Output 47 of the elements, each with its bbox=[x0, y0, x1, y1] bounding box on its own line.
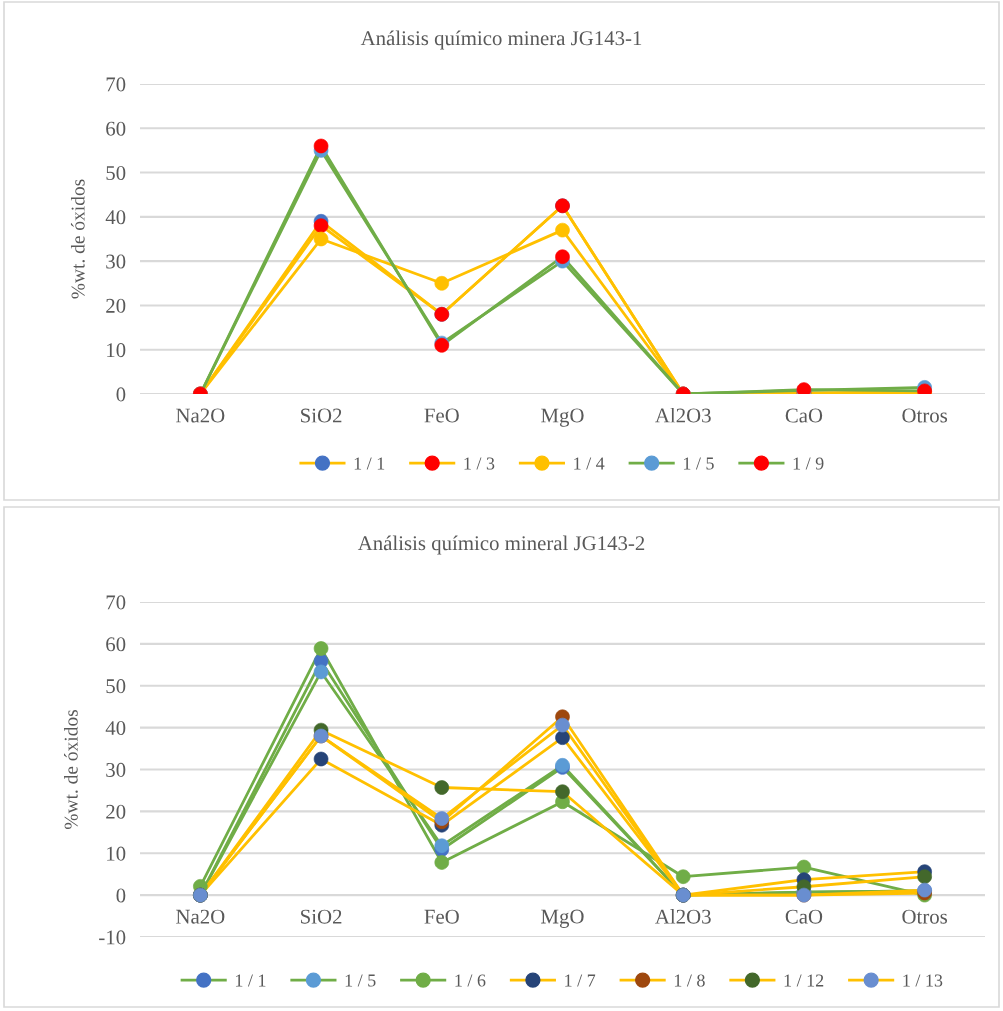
legend-label: 1 / 1 bbox=[354, 457, 385, 470]
chart-title: Análisis químico minera JG143-1 bbox=[360, 30, 642, 50]
y-tick-label: 70 bbox=[106, 595, 126, 610]
y-tick-label: 60 bbox=[106, 121, 126, 136]
y-tick-label: 30 bbox=[106, 762, 126, 777]
x-tick-label: SiO2 bbox=[301, 408, 342, 423]
legend-label: 1 / 5 bbox=[683, 457, 714, 470]
x-tick-label: Otros bbox=[902, 909, 948, 924]
x-tick-label: CaO bbox=[785, 408, 823, 423]
legend-label: 1 / 1 bbox=[235, 974, 266, 987]
x-tick-label: Otros bbox=[902, 408, 948, 423]
legend-label: 1 / 8 bbox=[674, 974, 705, 987]
x-tick-label: Na2O bbox=[176, 408, 225, 423]
y-tick-label: 50 bbox=[106, 679, 126, 694]
y-tick-label: 0 bbox=[116, 387, 126, 402]
x-tick-label: CaO bbox=[785, 909, 823, 924]
legend-label: 1 / 6 bbox=[455, 974, 486, 987]
legend-label: 1 / 9 bbox=[793, 457, 824, 470]
y-tick-label: 10 bbox=[107, 846, 126, 861]
x-tick-label: FeO bbox=[424, 909, 459, 924]
x-tick-label: FeO bbox=[424, 408, 459, 423]
legend-label: 1 / 13 bbox=[903, 974, 943, 987]
y-axis-title: %wt. de óxidos bbox=[70, 179, 85, 299]
x-tick-label: Al2O3 bbox=[655, 909, 711, 924]
y-tick-label: -10 bbox=[99, 930, 126, 945]
legend-label: 1 / 4 bbox=[574, 457, 605, 470]
x-tick-label: MgO bbox=[541, 909, 584, 928]
x-tick-label: MgO bbox=[541, 408, 584, 427]
y-tick-label: 40 bbox=[105, 210, 126, 225]
legend-label: 1 / 3 bbox=[464, 457, 495, 470]
legend-label: 1 / 12 bbox=[784, 974, 824, 987]
chart-title: Análisis químico mineral JG143-2 bbox=[357, 535, 645, 555]
y-tick-label: 40 bbox=[105, 721, 126, 736]
x-tick-label: Na2O bbox=[176, 909, 225, 924]
y-tick-label: 10 bbox=[107, 343, 126, 358]
y-tick-label: 0 bbox=[116, 888, 126, 903]
x-tick-label: Al2O3 bbox=[655, 407, 711, 423]
y-axis-title: %wt. de óxidos bbox=[64, 709, 78, 830]
y-tick-label: 70 bbox=[106, 77, 126, 92]
legend-label: 1 / 7 bbox=[565, 974, 596, 987]
y-tick-label: 30 bbox=[106, 254, 126, 269]
y-tick-label: 20 bbox=[106, 298, 126, 313]
x-tick-label: SiO2 bbox=[301, 909, 342, 924]
y-tick-label: 50 bbox=[106, 165, 126, 180]
y-tick-label: 60 bbox=[106, 637, 126, 652]
y-tick-label: 20 bbox=[106, 804, 126, 819]
legend-label: 1 / 5 bbox=[345, 974, 376, 987]
